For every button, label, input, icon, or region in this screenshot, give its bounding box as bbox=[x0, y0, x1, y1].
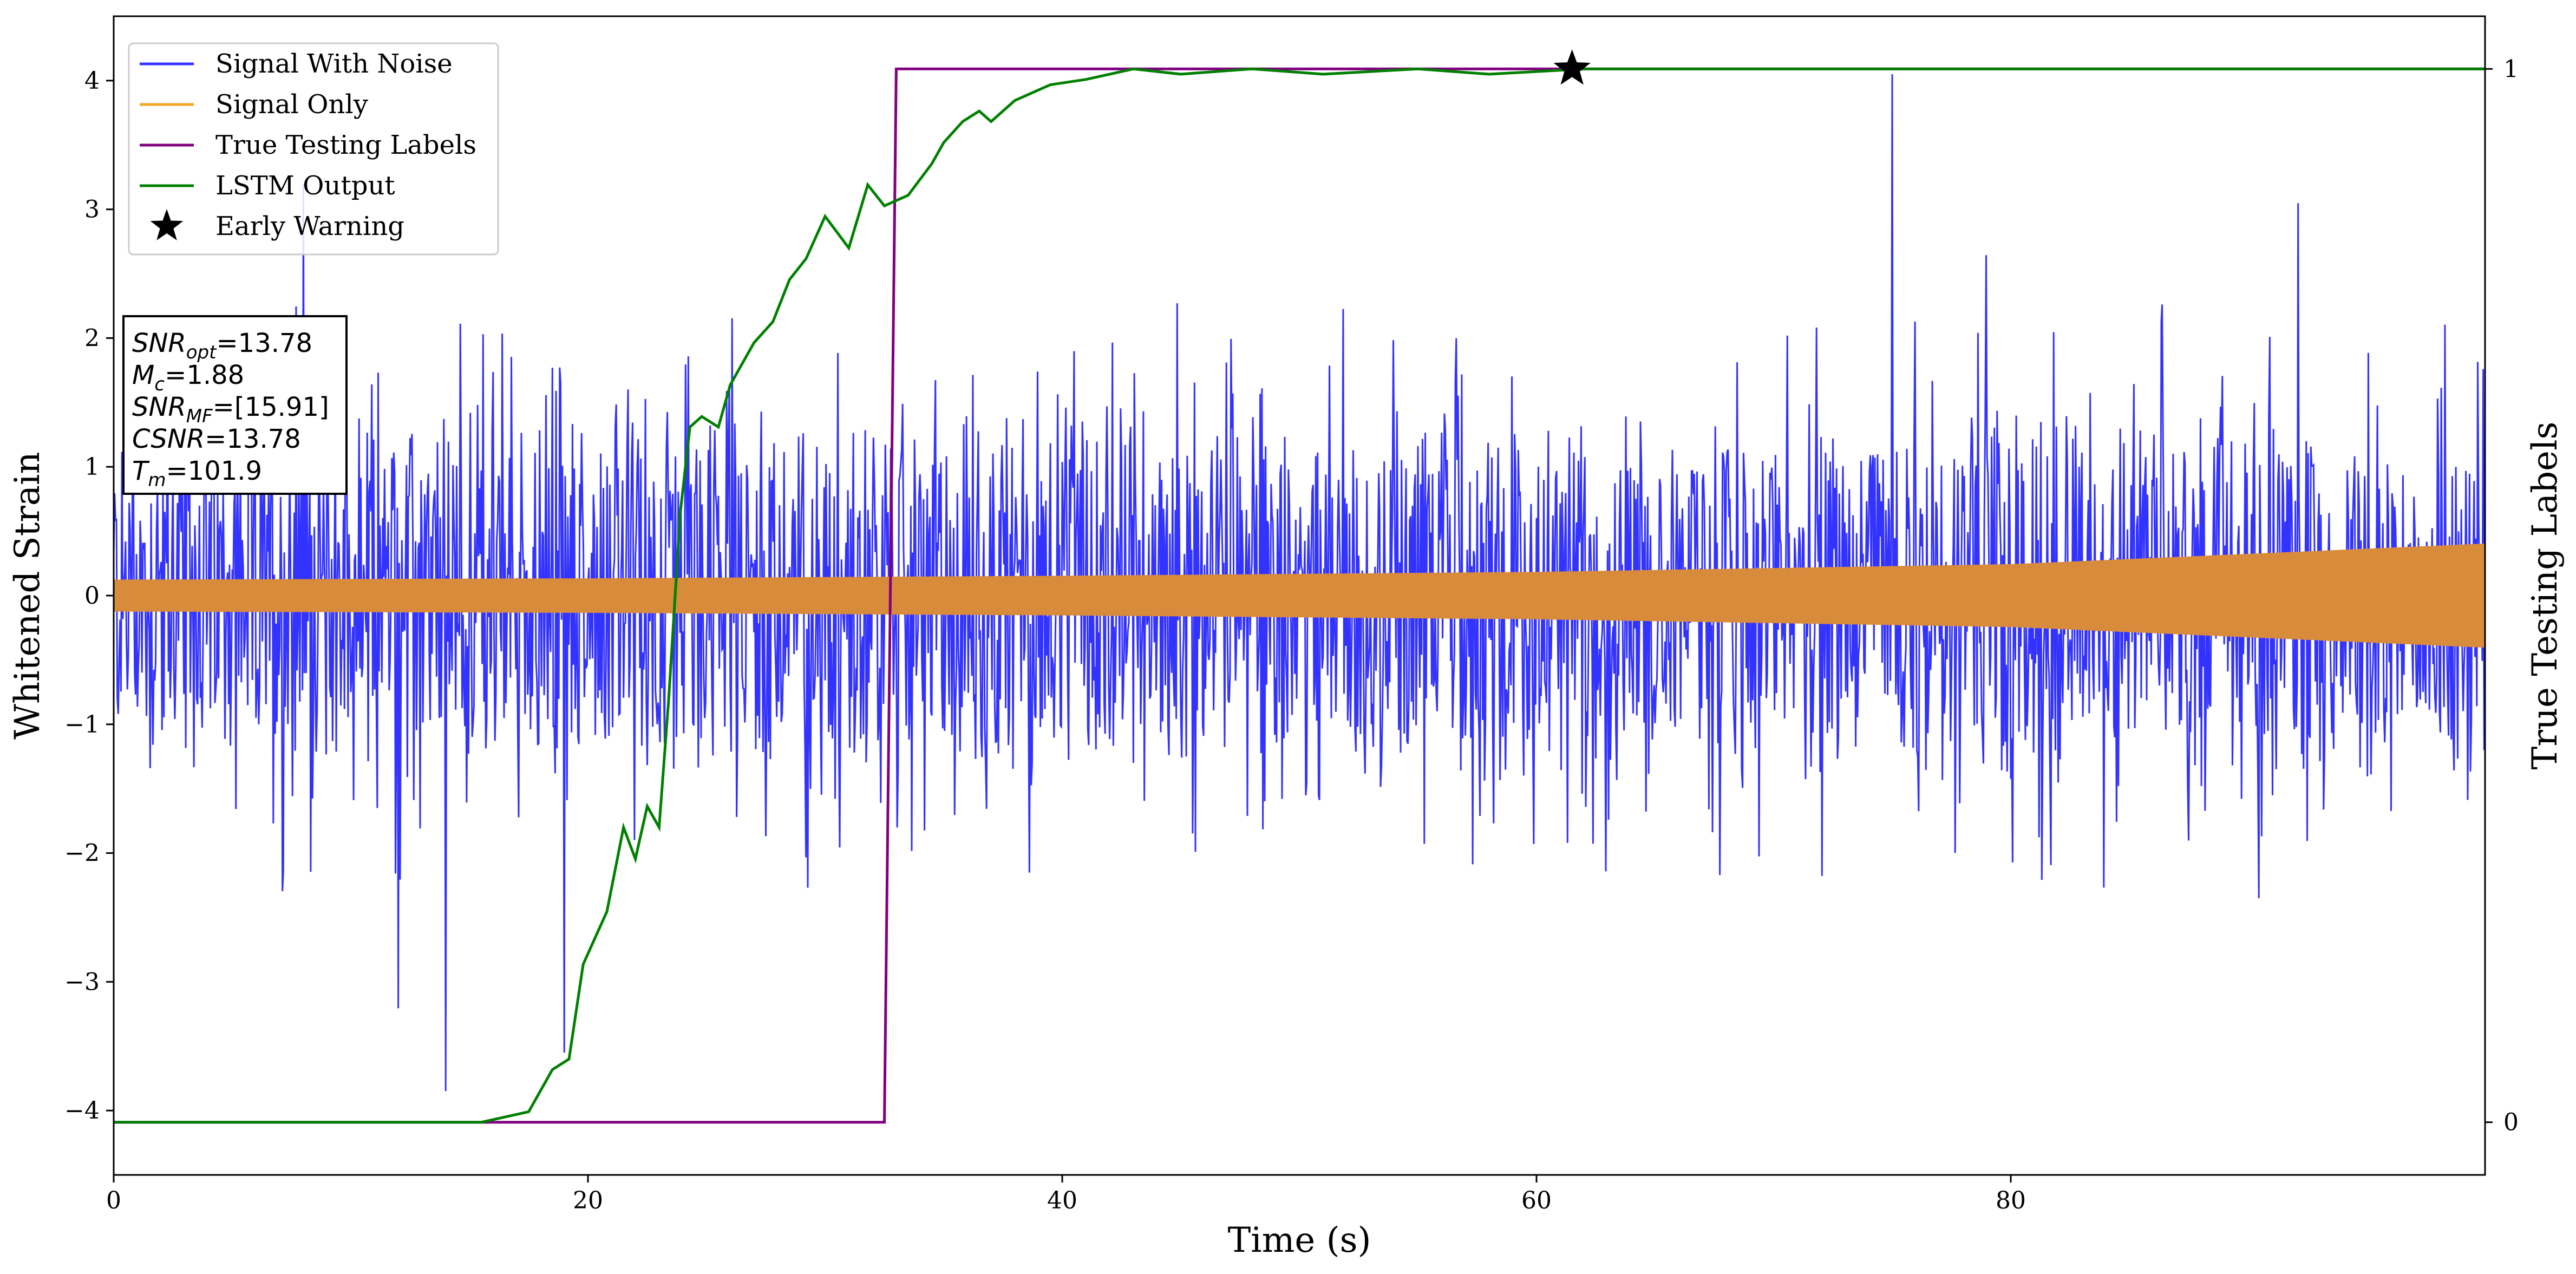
legend: Signal With Noise Signal Only True Testing… bbox=[128, 42, 499, 256]
x-axis: 0 20 40 60 80 bbox=[106, 1175, 2026, 1214]
early-warning-marker bbox=[1553, 49, 1591, 85]
series-signal-only bbox=[114, 543, 2485, 648]
y-tick-label: 0 bbox=[84, 582, 100, 610]
info-line: CSNR=13.78 bbox=[132, 424, 301, 454]
y-tick-label: −4 bbox=[64, 1097, 100, 1125]
y-tick-label: −1 bbox=[64, 711, 100, 739]
x-tick-label: 0 bbox=[106, 1187, 121, 1214]
info-line: SNRMF=[15.91] bbox=[132, 392, 329, 427]
y2-axis: 01 bbox=[2485, 55, 2519, 1136]
y-tick-label: −2 bbox=[64, 840, 100, 867]
y2-tick-label: 1 bbox=[2503, 55, 2519, 83]
x-tick-label: 40 bbox=[1047, 1187, 1077, 1214]
legend-label: Signal Only bbox=[215, 89, 368, 120]
info-line: SNRopt=13.78 bbox=[132, 328, 312, 363]
y-axis: −4 −3 −2 −1 0 1 2 3 4 bbox=[64, 67, 114, 1125]
x-axis-title: Time (s) bbox=[1228, 1220, 1371, 1260]
x-tick-label: 20 bbox=[573, 1187, 603, 1214]
series-signal-with-noise bbox=[114, 74, 2485, 1092]
info-line: Tm=101.9 bbox=[132, 456, 262, 491]
y2-axis-title: True Testing Labels bbox=[2525, 422, 2565, 770]
x-tick-label: 80 bbox=[1996, 1187, 2026, 1214]
legend-marker-star bbox=[150, 209, 184, 240]
series-lstm-output bbox=[114, 67, 2485, 1124]
info-line: Mc=1.88 bbox=[132, 360, 244, 395]
y-axis-title: Whitened Strain bbox=[8, 452, 48, 739]
y-tick-label: 1 bbox=[84, 453, 100, 481]
legend-label: Signal With Noise bbox=[215, 49, 453, 79]
info-box: SNRopt=13.78Mc=1.88SNRMF=[15.91]CSNR=13.… bbox=[122, 315, 348, 495]
legend-label: Early Warning bbox=[215, 211, 404, 241]
plot-area bbox=[114, 67, 2485, 1124]
y-tick-label: 3 bbox=[84, 196, 100, 224]
info-box-frame bbox=[122, 315, 348, 495]
y-tick-label: 4 bbox=[84, 67, 100, 95]
legend-box bbox=[128, 42, 499, 256]
y-tick-label: −3 bbox=[64, 968, 100, 996]
y-tick-label: 2 bbox=[84, 324, 100, 352]
x-tick-label: 60 bbox=[1521, 1187, 1552, 1214]
legend-label: LSTM Output bbox=[215, 171, 395, 201]
legend-label: True Testing Labels bbox=[215, 130, 476, 160]
y2-tick-label: 0 bbox=[2503, 1109, 2519, 1136]
